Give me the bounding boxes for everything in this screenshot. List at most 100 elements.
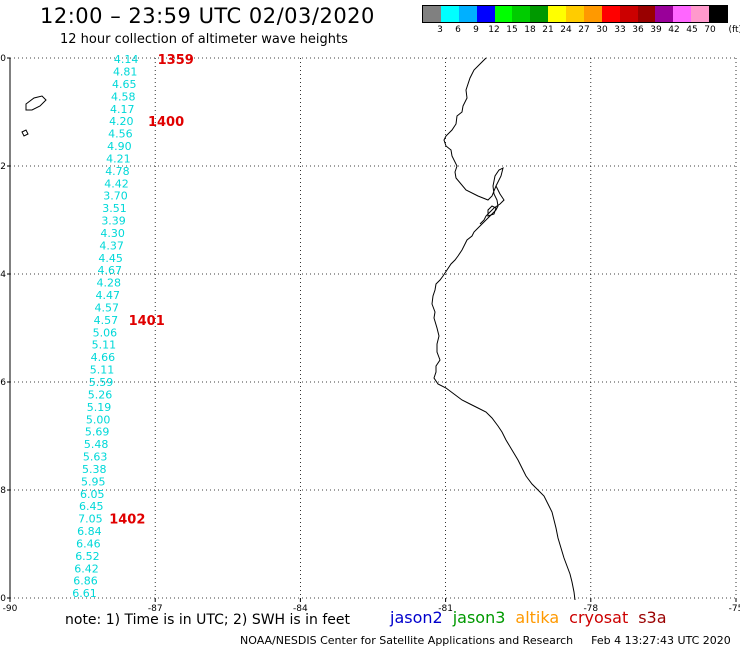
wave-height-label: 6.52 — [75, 550, 100, 563]
wave-height-label: 5.19 — [87, 401, 112, 414]
pass-time-label: 1402 — [109, 513, 145, 528]
y-tick-label: 0 — [0, 54, 6, 64]
wave-height-label: 3.51 — [102, 202, 127, 215]
wave-height-label: 6.61 — [72, 587, 97, 600]
wave-height-label: 5.48 — [84, 438, 109, 451]
wave-height-label: 4.67 — [97, 264, 122, 277]
legend-swatch — [601, 6, 620, 22]
wave-height-label: 5.59 — [89, 376, 114, 389]
legend-label: 36 — [632, 25, 644, 35]
legend-label: 70 — [704, 25, 716, 35]
footer-credit: NOAA/NESDIS Center for Satellite Applica… — [240, 634, 731, 647]
satellite-cryosat: cryosat — [569, 608, 629, 627]
wave-height-label: 6.84 — [77, 525, 102, 538]
wave-height-label: 6.46 — [76, 537, 101, 550]
legend-swatch — [673, 6, 692, 22]
wave-height-label: 7.05 — [78, 513, 103, 526]
satellite-jason3: jason3 — [452, 608, 506, 627]
legend-label: 18 — [524, 25, 536, 35]
y-tick-label: -8 — [0, 486, 6, 496]
legend-label: 6 — [455, 25, 461, 35]
galapagos-island-large — [25, 95, 47, 111]
satellite-jason2: jason2 — [390, 608, 443, 627]
legend-swatch — [530, 6, 549, 22]
legend-swatch — [423, 6, 441, 22]
axis-ticks: -90 -87 -84 -81 -78 -75 0 -2 -4 -6 -8 -10 — [0, 54, 740, 614]
credit-text: NOAA/NESDIS Center for Satellite Applica… — [240, 634, 574, 647]
legend-swatches — [422, 5, 728, 23]
legend-label: 24 — [560, 25, 572, 35]
x-tick-label: -87 — [148, 604, 163, 614]
legend-label: 39 — [650, 25, 662, 35]
legend-label: 15 — [506, 25, 518, 35]
legend-label: 21 — [542, 25, 554, 35]
wave-height-label: 6.45 — [79, 500, 104, 513]
legend-label: 27 — [578, 25, 590, 35]
legend-label: 12 — [488, 25, 500, 35]
wave-height-label: 5.11 — [92, 339, 117, 352]
legend-swatch — [458, 6, 477, 22]
legend-unit: (ft) — [728, 25, 740, 35]
y-tick-label: -10 — [0, 594, 6, 604]
wave-height-label: 5.63 — [83, 451, 108, 464]
y-tick-label: -2 — [0, 162, 6, 172]
wave-height-label: 3.70 — [103, 190, 128, 203]
wave-height-label: 4.47 — [96, 289, 121, 302]
wave-height-label: 5.26 — [88, 388, 113, 401]
map-subtitle: 12 hour collection of altimeter wave hei… — [60, 32, 348, 47]
x-tick-label: -84 — [293, 604, 308, 614]
wave-height-label: 5.95 — [81, 475, 106, 488]
wave-height-label: 5.69 — [85, 426, 110, 439]
map-title: 12:00 – 23:59 UTC 02/03/2020 — [40, 4, 375, 28]
y-tick-label: -4 — [0, 270, 6, 280]
wave-height-label: 4.14 — [114, 53, 139, 66]
legend-swatch — [548, 6, 566, 22]
satellite-s3a: s3a — [638, 608, 667, 627]
puna-island — [487, 205, 497, 217]
wave-height-label: 4.57 — [94, 314, 119, 327]
wave-height-label: 4.90 — [107, 140, 132, 153]
wave-height-label: 4.78 — [105, 165, 130, 178]
satellite-altika: altika — [515, 608, 560, 627]
wave-height-label: 4.81 — [113, 66, 138, 79]
wave-height-label: 4.56 — [108, 128, 133, 141]
legend-label: 42 — [668, 25, 680, 35]
legend-label: 45 — [686, 25, 698, 35]
wave-height-label: 6.05 — [80, 488, 105, 501]
gulf-inlet — [479, 185, 505, 225]
legend-swatch — [619, 6, 638, 22]
coastline — [21, 57, 576, 601]
legend-swatch — [476, 6, 495, 22]
legend-swatch — [566, 6, 584, 22]
pass-time-label: 1401 — [129, 314, 165, 329]
wave-height-label: 3.39 — [101, 215, 126, 228]
legend-swatch — [637, 6, 656, 22]
legend-swatch — [691, 6, 709, 22]
wave-height-label: 4.21 — [106, 152, 131, 165]
wave-height-label: 5.38 — [82, 463, 107, 476]
time-labels: 1359 1400 1401 1402 — [109, 53, 194, 528]
wave-height-label: 4.20 — [109, 115, 134, 128]
x-tick-label: -75 — [729, 604, 740, 614]
wave-height-label: 5.00 — [86, 413, 111, 426]
wave-height-label: 4.37 — [99, 239, 124, 252]
x-tick-label: -90 — [3, 604, 18, 614]
map-note: note: 1) Time is in UTC; 2) SWH is in fe… — [65, 612, 351, 628]
wave-height-label: 4.58 — [111, 90, 136, 103]
wave-height-label: 6.86 — [73, 575, 98, 588]
legend-swatch — [440, 6, 459, 22]
wave-height-label: 4.65 — [112, 78, 137, 91]
satellite-track: 4.144.814.654.584.174.204.564.904.214.78… — [72, 53, 138, 600]
wave-height-label: 4.66 — [91, 351, 116, 364]
map-grid — [9, 57, 737, 599]
pass-time-label: 1400 — [148, 115, 184, 130]
legend-label: 3 — [437, 25, 443, 35]
legend-label: 33 — [614, 25, 626, 35]
legend-swatch — [512, 6, 531, 22]
x-tick-label: -78 — [583, 604, 598, 614]
wave-height-label: 4.17 — [110, 103, 135, 116]
wave-height-label: 4.57 — [95, 301, 120, 314]
y-tick-label: -6 — [0, 378, 6, 388]
